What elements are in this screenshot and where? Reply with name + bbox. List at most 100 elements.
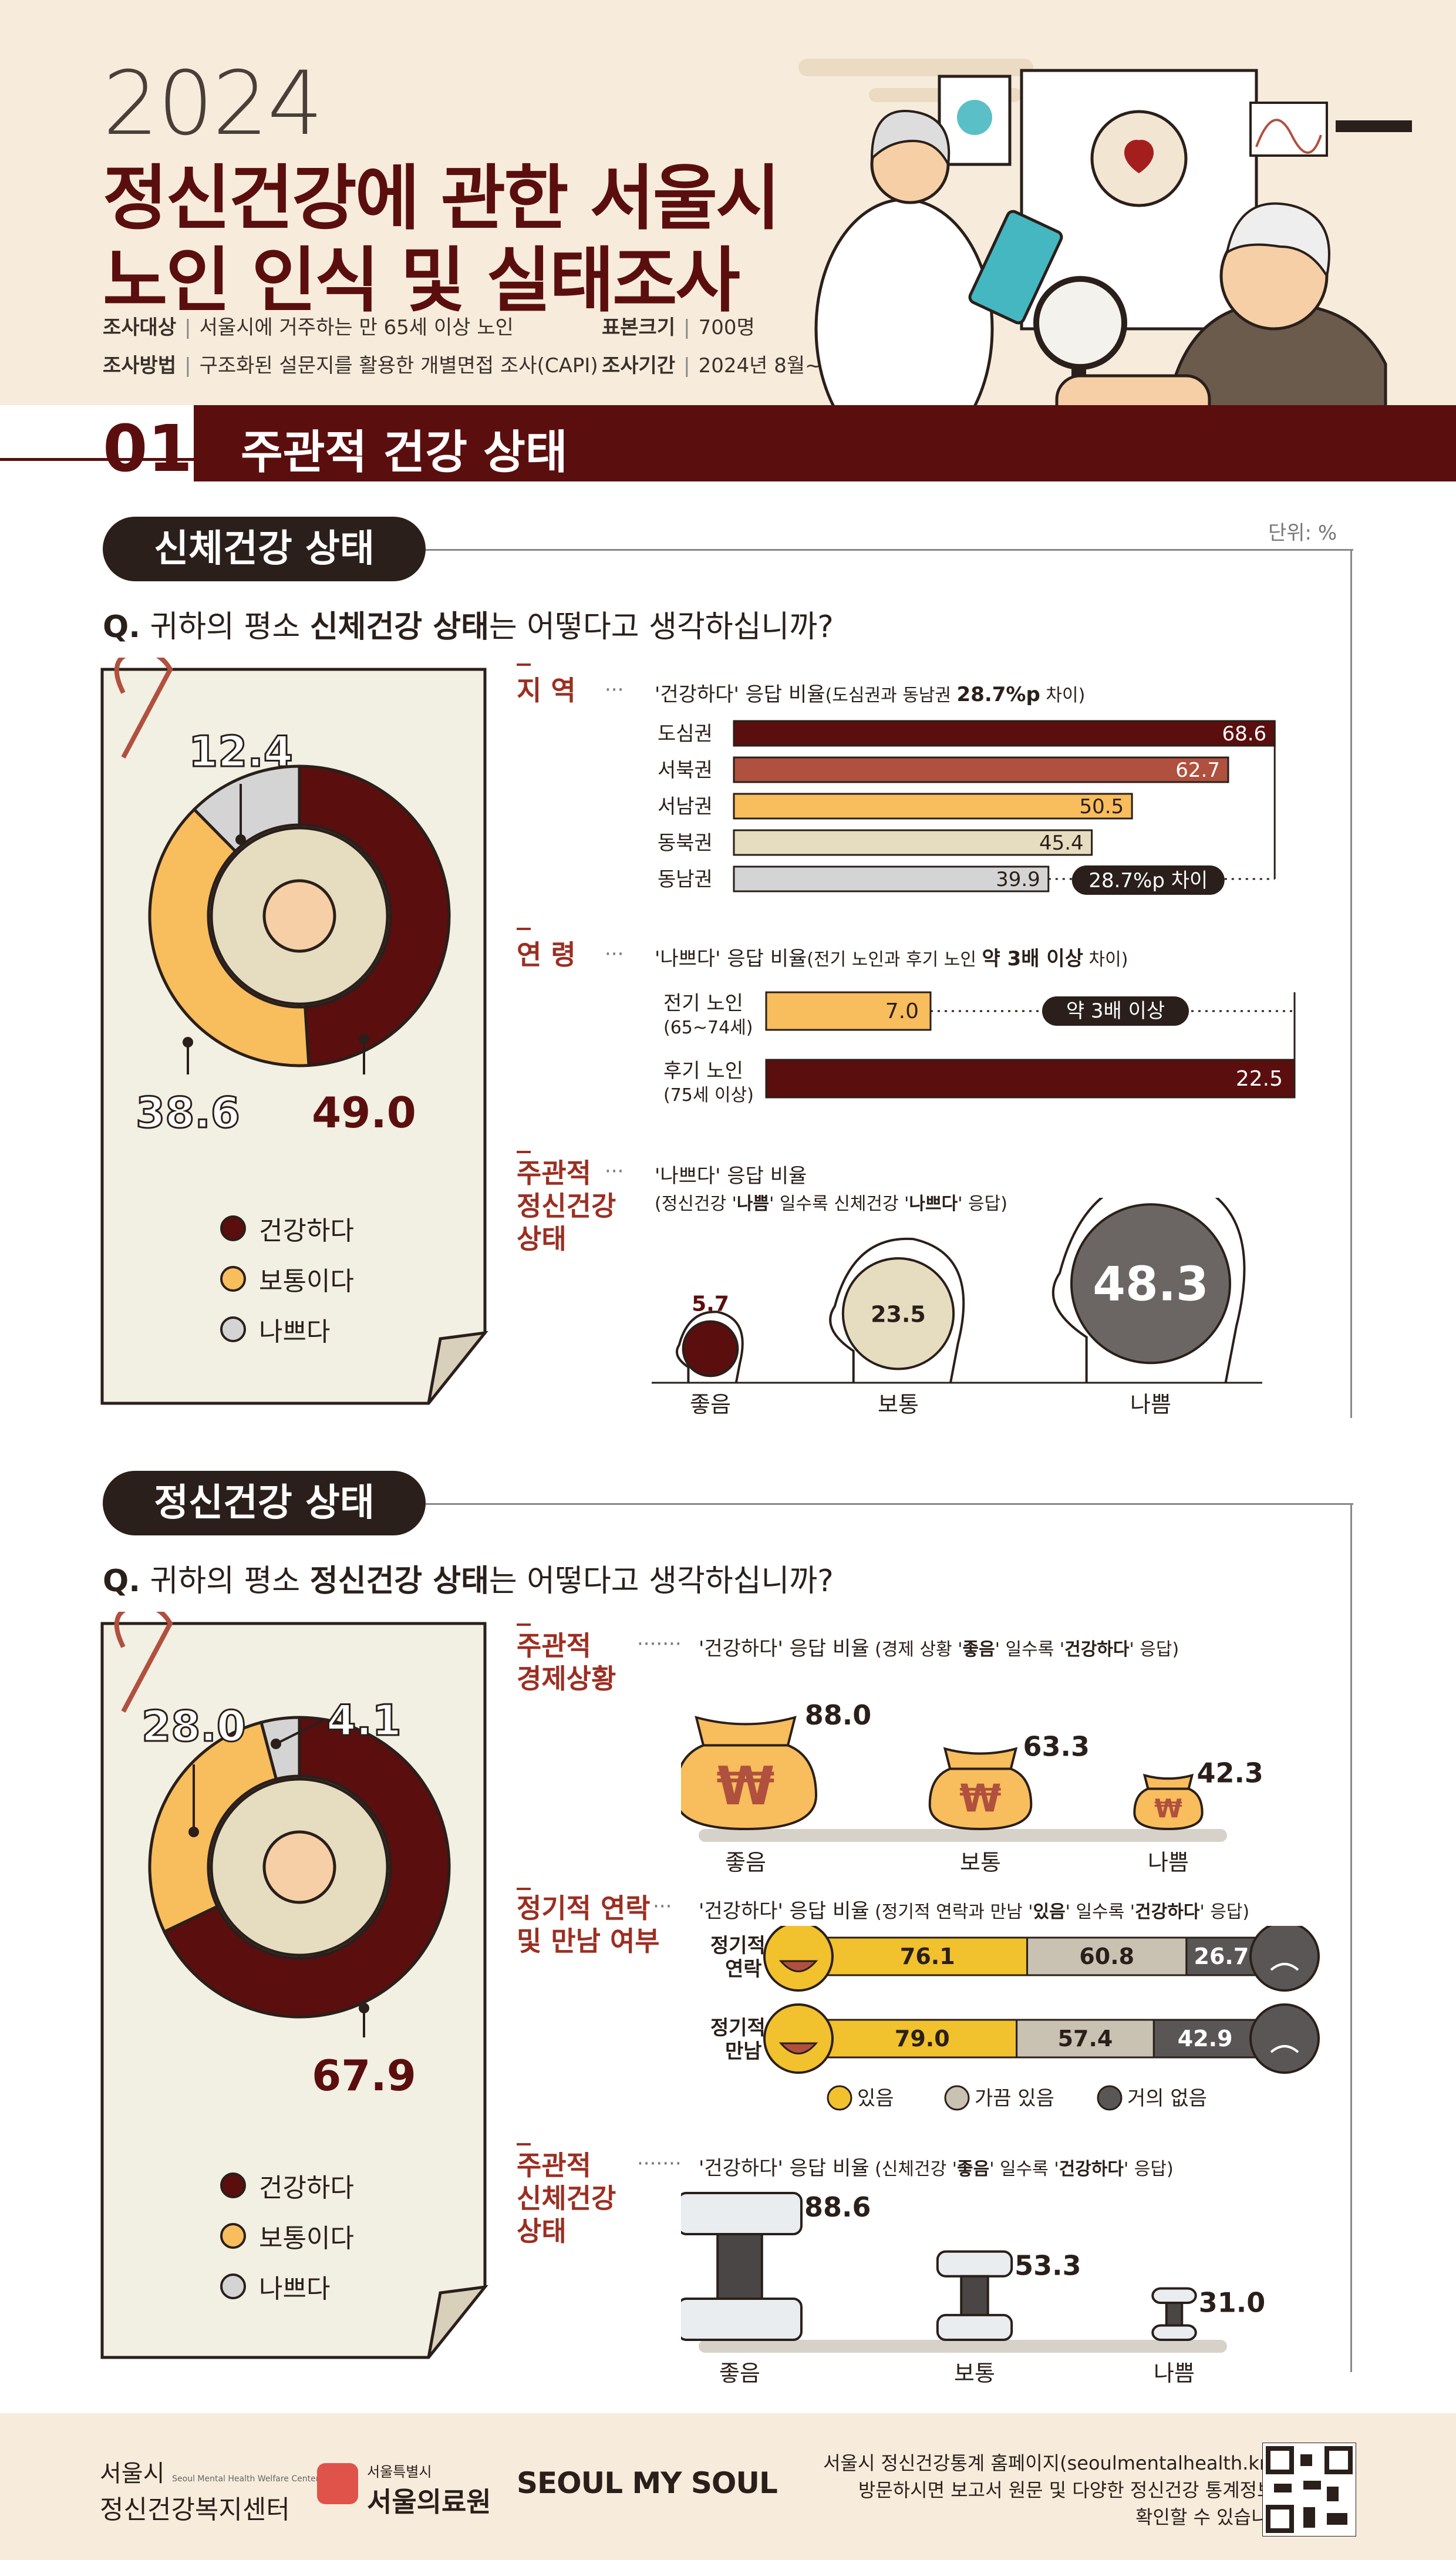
leader-line — [275, 1719, 323, 1745]
meta-target: 조사대상 | 서울시에 거주하는 만 65세 이상 노인 — [103, 316, 514, 339]
pill-physical: 신체건강 상태 — [103, 517, 426, 581]
donut-slice-1 — [148, 807, 311, 1067]
age-bar — [765, 1059, 1296, 1099]
legend-item-healthy: 건강하다 — [220, 1210, 354, 1247]
legend-item-healthy: 건강하다 — [220, 2167, 354, 2204]
frame-top-line — [426, 1503, 1353, 1505]
region-bar-chart: 도심권 68.6 서북권 62.7 서남권 50.5 동북권 45.4 동남권 39.9 28.7%… — [658, 720, 1276, 895]
question-physical: Q. 귀하의 평소 신체건강 상태는 어떻다고 생각하십니까? — [103, 609, 834, 645]
dumbbell-bar — [1165, 2302, 1184, 2327]
meta-method: 조사방법 | 구조화된 설문지를 활용한 개별면접 조사(CAPI) — [103, 354, 598, 378]
frame-right-line — [1350, 1503, 1352, 2372]
frame-top-line — [426, 549, 1353, 551]
paperclip-icon — [114, 658, 173, 759]
region-label: 서남권 — [658, 795, 713, 818]
head-outline-icon — [676, 1311, 744, 1383]
magnifier-icon — [1033, 276, 1127, 370]
age-label: 후기 노인 — [663, 1059, 743, 1083]
dots: ··· — [605, 1160, 624, 1183]
logo-seoul-medical[interactable]: 서울특별시 서울의료원 — [367, 2464, 491, 2518]
logo-seoul-mental-center[interactable]: 서울시 Seoul Mental Health Welfare Center 정… — [100, 2460, 319, 2525]
age-label: 전기 노인 — [663, 992, 743, 1015]
dots: ··· — [653, 1895, 672, 1918]
section-underline — [0, 458, 194, 461]
heads-label: 좋음 — [690, 1392, 731, 1417]
contact-value: 60.8 — [1079, 1943, 1134, 1969]
happy-face-icon — [763, 2003, 834, 2074]
legend-item-normal: 보통이다 — [220, 2217, 354, 2255]
cat-marker — [517, 1623, 531, 1626]
contact-value: 79.0 — [895, 2026, 950, 2052]
report-title-line1: 정신건강에 관한 서울시 — [103, 158, 781, 240]
money-bag-top — [1142, 1773, 1194, 1790]
donut-slice-0 — [298, 764, 451, 1067]
region-value: 68.6 — [1222, 722, 1266, 746]
age-sublabel: (75세 이상) — [663, 1085, 754, 1106]
qr-code-icon[interactable] — [1262, 2443, 1356, 2537]
dumbbell-value: 88.6 — [804, 2191, 871, 2223]
happy-face-icon — [763, 1926, 834, 1992]
contact-legend-dot — [944, 2085, 970, 2111]
contact-value: 26.7 — [1194, 1943, 1249, 1969]
donut-value-label: 4.1 — [326, 1696, 402, 1745]
dots: ······· — [637, 2152, 682, 2175]
contact-segment — [1152, 2019, 1258, 2059]
legend-item-bad: 나쁘다 — [220, 1311, 354, 1348]
money-bag-icon — [1133, 1787, 1204, 1831]
head-circle — [1070, 1203, 1231, 1365]
dumbbell-value: 31.0 — [1199, 2287, 1266, 2319]
leader-dot — [188, 1827, 199, 1837]
contact-value: 76.1 — [900, 1943, 955, 1969]
head-circle — [841, 1257, 955, 1370]
tablet-icon — [968, 210, 1063, 325]
age-bar-chart: 전기 노인 (65~74세) 7.0 후기 노인(75세 이상) 22.5 약 3배 이상 — [663, 991, 1296, 1106]
paperclip-icon — [114, 1612, 173, 1713]
dumbbell-bar — [716, 2233, 763, 2300]
dumbbell-top-icon — [681, 2192, 803, 2235]
region-bar — [733, 720, 1276, 747]
bag-value: 42.3 — [1197, 1757, 1263, 1789]
won-icon: ₩ — [716, 1756, 774, 1817]
leader-dot — [271, 1739, 281, 1749]
cat-age: 연 령 — [517, 939, 576, 971]
desc-physical-mental: '건강하다' 응답 비율 (신체건강 '좋음' 일수록 '건강하다' 응답) — [699, 2157, 1174, 2180]
report-title-line2: 노인 인식 및 실태조사 — [103, 240, 740, 322]
desc-economy: '건강하다' 응답 비율 (경제 상황 '좋음' 일수록 '건강하다' 응답) — [699, 1637, 1179, 1660]
heart-icon — [1124, 140, 1154, 173]
donut-value-label: 38.6 — [136, 1088, 240, 1137]
cat-marker — [517, 2143, 531, 2145]
contact-label: 정기적 — [710, 1934, 766, 1958]
dots: ······· — [637, 1632, 682, 1656]
center-icon — [262, 879, 336, 953]
dots: ··· — [605, 942, 624, 966]
pill-mental: 정신건강 상태 — [103, 1471, 426, 1535]
cat-marker — [517, 1888, 531, 1890]
header-illustration — [798, 59, 1412, 470]
heads-value: 48.3 — [1093, 1257, 1208, 1311]
contact-value: 42.9 — [1178, 2026, 1233, 2052]
donut-value-label: 49.0 — [312, 1088, 416, 1137]
contact-legend-dot — [827, 2085, 852, 2111]
dumbbell-bottom-icon — [936, 2313, 1013, 2341]
won-icon: ₩ — [1154, 1794, 1182, 1824]
money-bag-icon — [928, 1767, 1033, 1831]
region-value: 45.4 — [1039, 831, 1084, 855]
contact-legend-label: 거의 없음 — [1127, 2087, 1207, 2110]
region-value: 39.9 — [996, 868, 1040, 891]
contact-value: 57.4 — [1058, 2026, 1113, 2052]
frame-right-line — [1350, 549, 1352, 1418]
region-bar — [733, 829, 1093, 856]
report-year: 2024 — [103, 53, 323, 155]
cat-contact: 정기적 연락 및 만남 여부 — [517, 1892, 660, 1957]
leader-dot — [235, 834, 246, 845]
logo-seoul-my-soul[interactable]: SEOUL MY SOUL — [517, 2466, 778, 2500]
dumbbell-bottom-icon — [1151, 2324, 1197, 2342]
age-bar — [765, 991, 932, 1031]
bag-value: 88.0 — [805, 1699, 872, 1731]
dumbbell-top-icon — [936, 2250, 1013, 2278]
contact-legend-label: 있음 — [857, 2087, 894, 2110]
section-bar — [194, 405, 1456, 481]
bags-baseline — [699, 1829, 1227, 1842]
head-circle — [682, 1320, 739, 1377]
